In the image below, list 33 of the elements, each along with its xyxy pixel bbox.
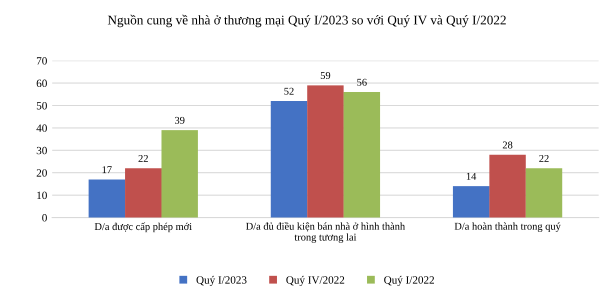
x-tick-label: D/a đủ điều kiện bán nhà ở hình thành trong tương lai	[246, 222, 405, 243]
y-tick-label: 30	[36, 146, 47, 154]
bar	[88, 179, 126, 218]
bar	[489, 154, 526, 218]
y-tick-label: 0	[42, 214, 47, 222]
data-label: 22	[138, 154, 148, 162]
data-label: 56	[357, 78, 367, 86]
bar	[270, 101, 308, 218]
legend-label: Quý IV/2022	[286, 276, 344, 286]
bar	[125, 168, 162, 218]
legend-label: Quý I/2022	[384, 276, 434, 286]
data-label: 14	[466, 172, 476, 180]
y-tick-label: 40	[36, 124, 47, 132]
bar	[161, 130, 198, 218]
data-label: 28	[502, 141, 512, 149]
data-label: 39	[174, 116, 184, 124]
x-tick-label: D/a hoàn thành trong quý	[454, 222, 561, 232]
y-tick-label: 10	[37, 192, 47, 200]
y-tick-label: 20	[36, 169, 47, 177]
y-tick-label: 50	[36, 102, 47, 110]
bar	[307, 85, 344, 218]
bar	[526, 168, 562, 218]
bar	[452, 186, 490, 218]
x-tick-label: D/a được cấp phép mới	[94, 222, 192, 232]
legend-label: Quý I/2023	[196, 276, 247, 286]
y-tick-label: 70	[36, 57, 47, 65]
data-label: 22	[539, 154, 549, 162]
data-label: 52	[284, 88, 294, 95]
chart-title: Nguồn cung về nhà ở thương mại Quý I/2023 so với Quý IV và Quý I/2022	[108, 14, 506, 28]
data-label: 17	[102, 166, 112, 174]
data-label: 59	[320, 72, 330, 80]
bar	[344, 92, 380, 218]
y-tick-label: 60	[36, 80, 47, 88]
